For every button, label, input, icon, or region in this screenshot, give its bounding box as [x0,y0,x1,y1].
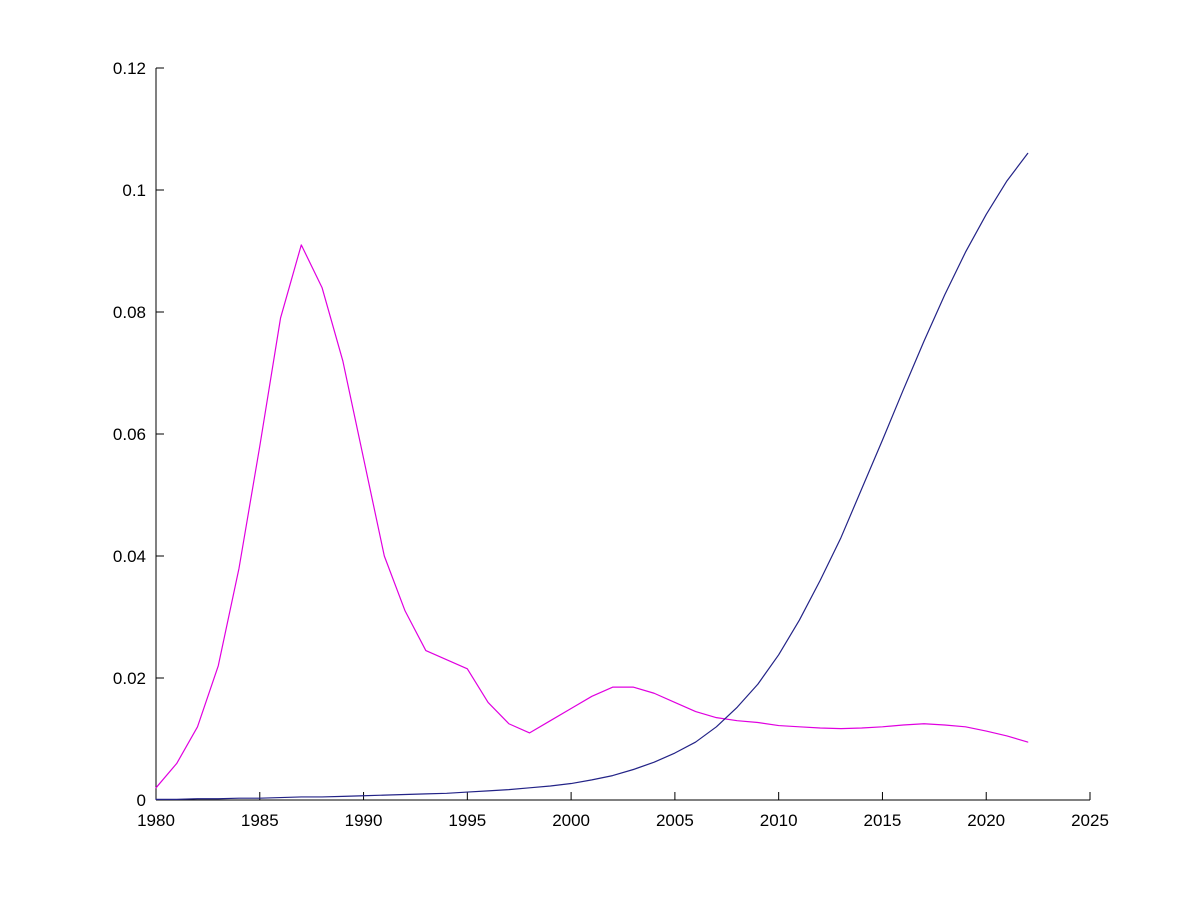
x-tick-label: 2000 [552,811,590,830]
x-tick-label: 1980 [137,811,175,830]
x-tick-label: 2025 [1071,811,1109,830]
y-tick-label: 0.02 [113,669,146,688]
x-tick-label: 2010 [760,811,798,830]
x-tick-label: 2015 [864,811,902,830]
y-tick-label: 0 [137,791,146,810]
x-tick-label: 1990 [345,811,383,830]
y-tick-label: 0.06 [113,425,146,444]
y-tick-label: 0.1 [122,181,146,200]
series-line-blue-series [155,152,1029,800]
y-tick-label: 0.08 [113,303,146,322]
series-line-magenta-series [155,244,1029,789]
x-tick-label: 2005 [656,811,694,830]
x-tick-label: 1985 [241,811,279,830]
y-tick-label: 0.04 [113,547,146,566]
y-tick-label: 0.12 [113,59,146,78]
x-tick-label: 2020 [967,811,1005,830]
x-tick-label: 1995 [448,811,486,830]
